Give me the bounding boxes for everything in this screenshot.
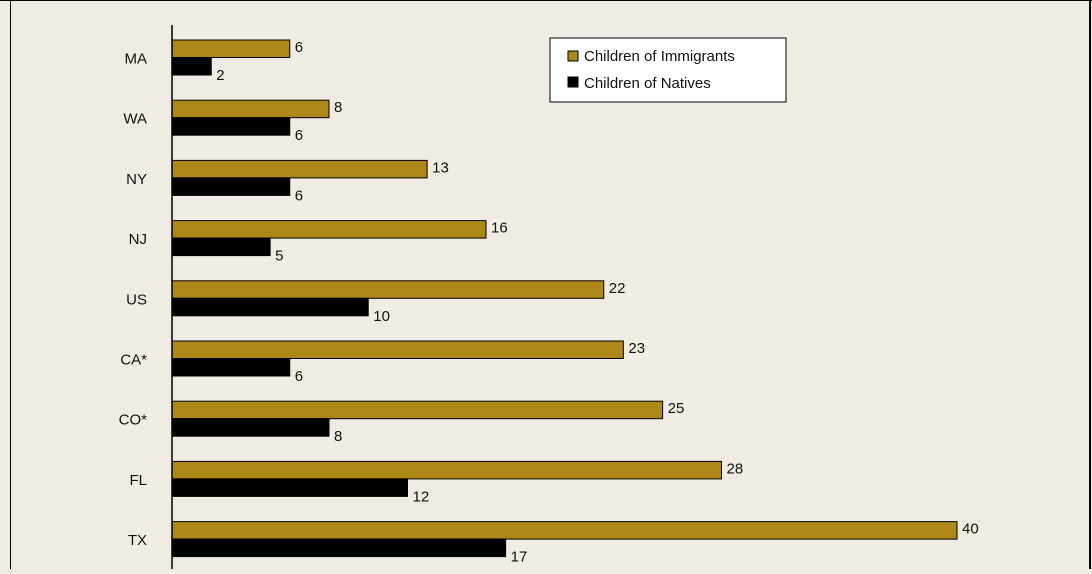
- value-label-nj-immigrants: 16: [491, 220, 508, 237]
- value-label-wa-natives: 6: [295, 127, 303, 144]
- category-label-ny: NY: [126, 171, 147, 188]
- bars-group: [171, 39, 958, 558]
- bar-ma-immigrants: [171, 39, 291, 58]
- legend-swatch-natives: [567, 76, 579, 88]
- bar-ca-immigrants: [171, 340, 624, 359]
- category-label-wa: WA: [123, 111, 147, 128]
- bar-fl-natives: [171, 478, 408, 497]
- value-label-ny-natives: 6: [295, 187, 303, 204]
- category-label-ma: MA: [125, 51, 148, 68]
- value-label-fl-natives: 12: [413, 488, 430, 505]
- value-label-ca-immigrants: 23: [628, 340, 645, 357]
- value-label-nj-natives: 5: [275, 248, 283, 265]
- category-label-ca: CA*: [120, 352, 147, 369]
- category-label-nj: NJ: [129, 231, 147, 248]
- bar-wa-natives: [171, 117, 291, 136]
- value-label-co-natives: 8: [334, 428, 342, 445]
- legend: Children of Immigrants Children of Nativ…: [549, 37, 787, 103]
- bar-us-natives: [171, 297, 369, 317]
- value-label-wa-immigrants: 8: [334, 99, 342, 116]
- bar-ma-natives: [171, 57, 212, 76]
- bar-co-immigrants: [171, 400, 664, 420]
- category-label-co: CO*: [119, 412, 148, 429]
- value-label-fl-immigrants: 28: [727, 460, 744, 477]
- bar-nj-natives: [171, 237, 271, 257]
- bar-ny-natives: [171, 177, 291, 196]
- category-labels-group: MA WA NY NJ US CA* CO* FL TX: [119, 51, 148, 550]
- value-label-ma-immigrants: 6: [295, 39, 303, 56]
- bar-wa-immigrants: [171, 99, 330, 119]
- bar-co-natives: [171, 418, 330, 437]
- value-label-tx-immigrants: 40: [962, 521, 979, 538]
- legend-box: [549, 37, 787, 103]
- bar-nj-immigrants: [171, 220, 487, 239]
- category-label-fl: FL: [129, 472, 147, 489]
- bar-us-immigrants: [171, 280, 605, 299]
- bar-tx-natives: [171, 538, 507, 558]
- bar-fl-immigrants: [171, 460, 722, 480]
- value-label-us-immigrants: 22: [609, 280, 626, 297]
- value-label-ma-natives: 2: [216, 67, 224, 84]
- value-label-ca-natives: 6: [295, 368, 303, 385]
- value-label-tx-natives: 17: [511, 549, 528, 566]
- bar-ca-natives: [171, 358, 291, 377]
- category-label-us: US: [126, 291, 147, 308]
- category-label-tx: TX: [128, 532, 147, 549]
- value-label-us-natives: 10: [373, 308, 390, 325]
- value-label-co-immigrants: 25: [668, 400, 685, 417]
- bar-ny-immigrants: [171, 159, 428, 179]
- legend-label-natives: Children of Natives: [584, 75, 711, 92]
- legend-swatch-immigrants: [567, 50, 579, 62]
- legend-label-immigrants: Children of Immigrants: [584, 48, 735, 65]
- value-label-ny-immigrants: 13: [432, 159, 449, 176]
- bar-tx-immigrants: [171, 521, 958, 540]
